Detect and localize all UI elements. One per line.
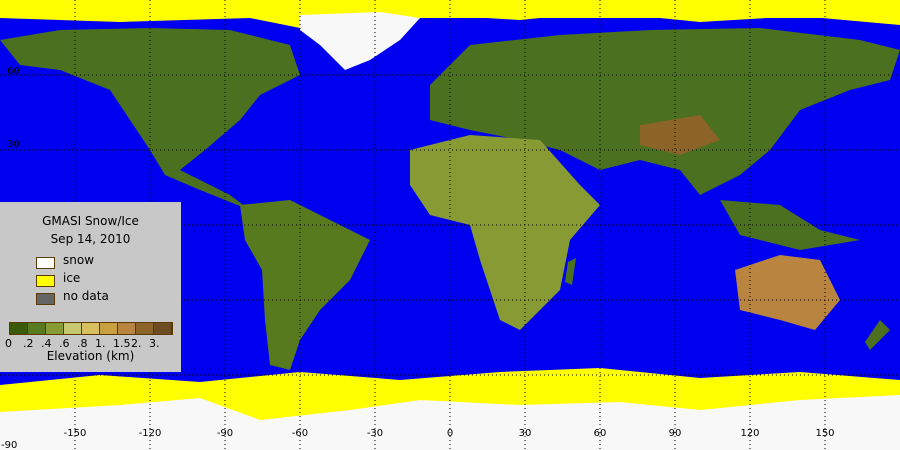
legend-title: GMASI Snow/Ice <box>42 214 139 228</box>
colorbar-tick: .4 <box>41 337 52 350</box>
no-data-label: no data <box>63 289 109 303</box>
colorbar-segment <box>118 323 136 334</box>
colorbar-segment <box>46 323 64 334</box>
colorbar-segment <box>136 323 154 334</box>
lon-label: 0 <box>446 428 454 439</box>
colorbar-tick: 2. <box>131 337 142 350</box>
australia <box>735 255 840 330</box>
new-zealand <box>865 320 890 350</box>
lat-label: 30 <box>7 139 20 150</box>
colorbar-segment <box>82 323 100 334</box>
colorbar-tick: .2 <box>23 337 34 350</box>
colorbar-tick: .8 <box>77 337 88 350</box>
colorbar-segment <box>10 323 28 334</box>
lat-label: -90 <box>1 440 18 450</box>
arctic-ice-edge <box>0 0 900 28</box>
colorbar-tick: 1. <box>95 337 106 350</box>
africa <box>410 135 600 330</box>
lon-label: 60 <box>593 428 607 439</box>
elevation-colorbar <box>9 322 173 335</box>
legend: GMASI Snow/Ice Sep 14, 2010 snow ice no … <box>0 202 181 372</box>
greenland <box>300 12 420 70</box>
lon-label: -90 <box>216 428 234 439</box>
tibet-plateau <box>640 115 720 155</box>
south-america <box>240 200 370 370</box>
lon-label: 90 <box>668 428 682 439</box>
no-data-swatch <box>36 293 55 305</box>
snow-swatch <box>36 257 55 269</box>
colorbar-segment <box>100 323 118 334</box>
legend-date: Sep 14, 2010 <box>50 232 131 246</box>
ice-swatch <box>36 275 55 287</box>
colorbar-tick: 1.5 <box>113 337 131 350</box>
lon-label: -120 <box>138 428 162 439</box>
lon-label: 150 <box>815 428 835 439</box>
colorbar-segment <box>64 323 82 334</box>
colorbar-segment <box>28 323 46 334</box>
lon-label: -30 <box>366 428 384 439</box>
madagascar <box>565 258 576 285</box>
lat-label: 60 <box>7 66 20 77</box>
lon-label: 30 <box>518 428 532 439</box>
lon-label: 120 <box>740 428 760 439</box>
eurasia <box>430 28 900 195</box>
lon-label: -60 <box>291 428 309 439</box>
elevation-label: Elevation (km) <box>46 349 135 363</box>
colorbar-tick: .6 <box>59 337 70 350</box>
southeast-asia <box>720 200 860 250</box>
colorbar-tick: 3. <box>149 337 160 350</box>
snow-label: snow <box>63 253 95 267</box>
colorbar-segment <box>154 323 172 334</box>
north-america <box>0 28 300 210</box>
colorbar-tick: 0 <box>5 337 12 350</box>
lon-label: -150 <box>63 428 87 439</box>
ice-label: ice <box>63 271 81 285</box>
